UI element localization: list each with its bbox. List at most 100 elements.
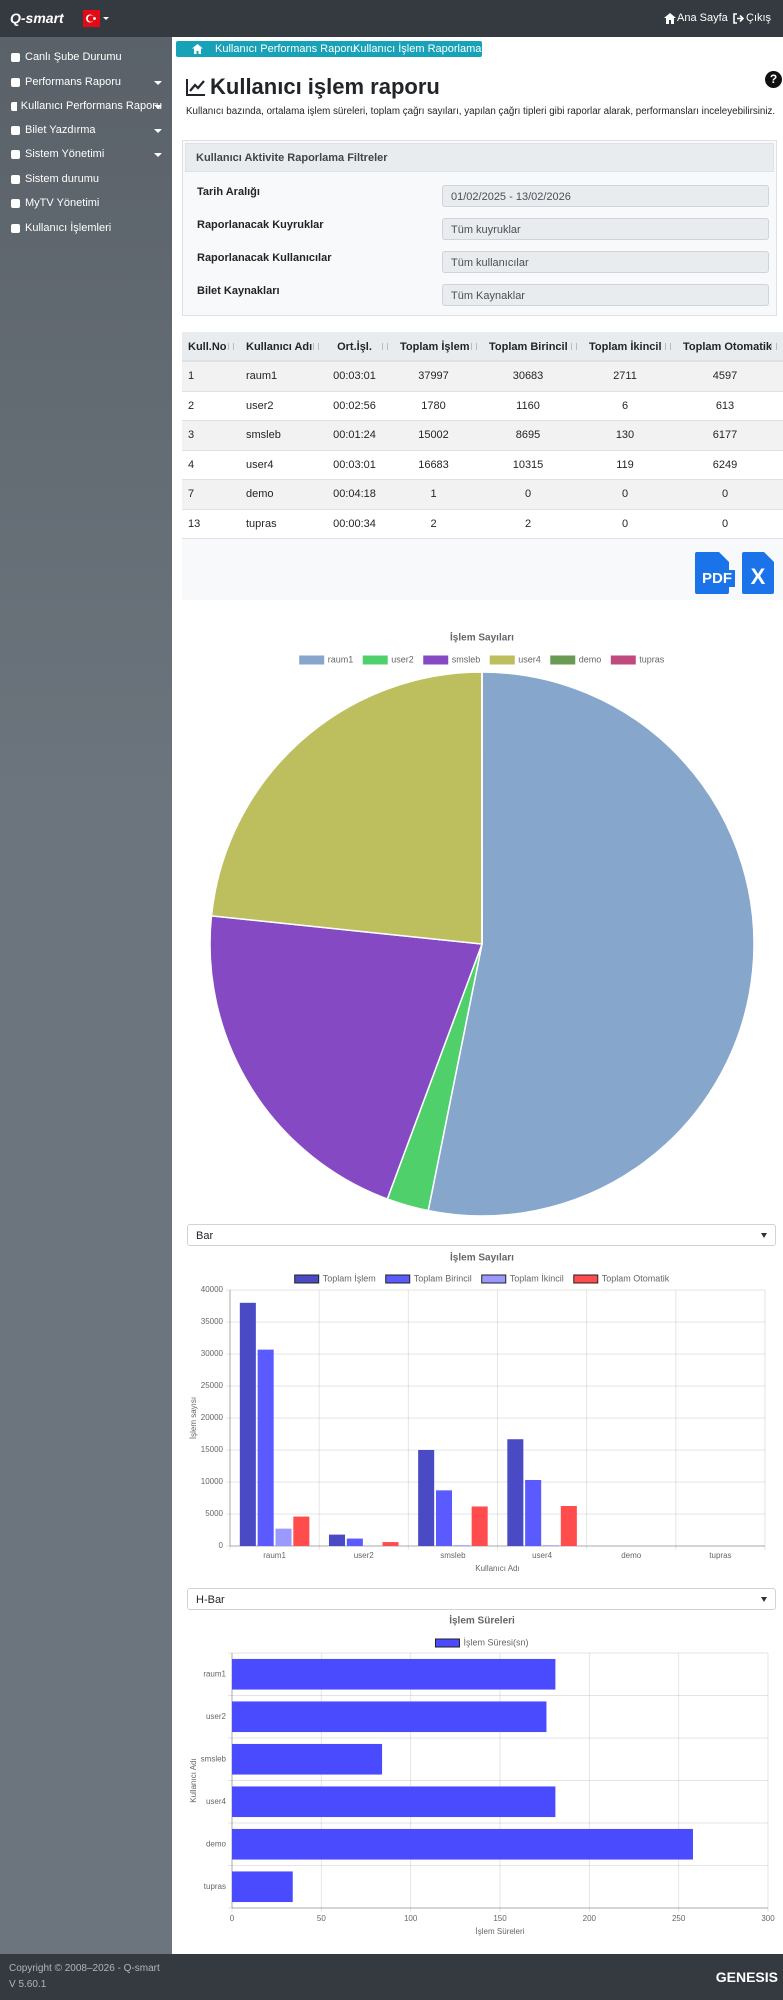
filter-input[interactable]: Tüm kuyruklar xyxy=(442,218,769,240)
y-tick-label: 0 xyxy=(219,1541,224,1550)
bar xyxy=(418,1449,435,1546)
legend-swatch xyxy=(385,1274,411,1284)
sidebar-item[interactable]: Canlı Şube Durumu xyxy=(10,51,162,63)
filter-input[interactable]: 01/02/2025 - 13/02/2026 xyxy=(442,185,769,207)
export-excel[interactable]: X xyxy=(742,552,774,594)
filter-card-title: Kullanıcı Aktivite Raporlama Filtreler xyxy=(196,152,388,164)
y-tick-label: smsleb xyxy=(201,1754,227,1763)
breadcrumb-item[interactable]: Kullanıcı İşlem Raporlama xyxy=(353,43,482,55)
table-cell: 00:03:01 xyxy=(333,370,376,382)
pie-slice xyxy=(386,943,483,1212)
help-button[interactable]: ? xyxy=(765,71,782,88)
legend: Toplam İşlem Toplam Birincil Toplam İkinci… xyxy=(294,1273,670,1284)
bar xyxy=(328,1534,346,1546)
y-tick-label: 25000 xyxy=(201,1381,224,1390)
table-cell: user2 xyxy=(246,399,274,412)
sidebar-label: Sistem Yönetimi xyxy=(25,148,105,160)
legend-label: tupras xyxy=(639,654,665,664)
table-cell: 2 xyxy=(524,517,532,530)
y-tick-label: 10000 xyxy=(201,1477,224,1486)
y-tick-label: user4 xyxy=(206,1797,227,1806)
legend-swatch xyxy=(299,655,325,665)
y-axis-label: Kullanıcı Adı xyxy=(189,1758,198,1802)
table-cell: 8695 xyxy=(515,429,541,441)
column-header[interactable]: Toplam Birincil xyxy=(489,341,568,353)
sidebar-item[interactable]: Kullanıcı İşlemleri xyxy=(10,222,162,234)
page-title: Kullanıcı işlem raporu xyxy=(210,74,440,99)
table-row xyxy=(182,362,783,392)
filter-input[interactable]: Tüm kullanıcılar xyxy=(442,251,769,273)
home-link[interactable]: Ana Sayfa xyxy=(677,12,728,24)
sidebar-item[interactable]: Sistem durumu xyxy=(10,173,162,185)
column-header[interactable]: Ort.İşl. xyxy=(337,341,372,353)
dropdown-caret xyxy=(154,105,162,109)
language-flag[interactable] xyxy=(83,10,109,28)
logout-link[interactable]: Çıkış xyxy=(746,12,772,24)
filter-card-header: Kullanıcı Aktivite Raporlama Filtreler xyxy=(185,143,774,172)
sidebar-item[interactable]: Bilet Yazdırma xyxy=(10,124,162,136)
legend-swatch xyxy=(550,655,576,665)
column-header[interactable]: Toplam Otomatik xyxy=(683,341,773,353)
breadcrumb: Kullanıcı Performans Raporu Kullanıcı İş… xyxy=(176,41,482,57)
brand[interactable]: Q-smart xyxy=(10,10,64,26)
x-tick-label: user2 xyxy=(354,1551,375,1560)
table-cell: raum1 xyxy=(246,370,278,382)
legend-label: raum1 xyxy=(328,654,354,664)
filter-label: Raporlanacak Kuyruklar xyxy=(197,219,324,231)
sidebar-item[interactable]: Kullanıcı Performans Raporu xyxy=(10,100,162,112)
column-header[interactable]: Toplam İkincil xyxy=(589,341,662,353)
bar xyxy=(232,1871,293,1903)
breadcrumb-home-icon[interactable] xyxy=(192,44,203,54)
sidebar-item[interactable]: MyTV Yönetimi xyxy=(10,197,162,209)
sidebar-icon xyxy=(11,149,20,159)
chart-type-select[interactable]: H-Bar xyxy=(187,1588,776,1610)
table-cell: tupras xyxy=(246,517,277,530)
legend-swatch xyxy=(573,1274,599,1284)
table-cell: 10315 xyxy=(512,458,544,471)
x-tick-label: 300 xyxy=(761,1914,775,1923)
x-tick-label: 150 xyxy=(493,1914,507,1923)
navbar: Q-smart Ana Sayfa Çıkış xyxy=(0,0,783,37)
sidebar-label: Kullanıcı İşlemleri xyxy=(25,222,112,234)
version: V 5.60.1 xyxy=(9,1979,47,1990)
column-header[interactable]: Kullanıcı Adı xyxy=(246,341,313,353)
breadcrumb-item[interactable]: Kullanıcı Performans Raporu xyxy=(215,43,357,55)
table-row xyxy=(182,391,783,421)
dropdown-caret xyxy=(154,81,162,85)
x-tick-label: 250 xyxy=(672,1914,686,1923)
sidebar-label: Canlı Şube Durumu xyxy=(25,51,122,63)
sidebar-item[interactable]: Sistem Yönetimi xyxy=(10,148,162,160)
table-cell: user4 xyxy=(246,458,274,471)
y-tick-label: 40000 xyxy=(201,1285,224,1294)
column-header[interactable]: Toplam İşlem xyxy=(400,341,470,353)
table-cell: 00:02:56 xyxy=(333,399,376,412)
bar xyxy=(257,1349,274,1546)
bar xyxy=(232,1786,556,1818)
sort-icon xyxy=(313,343,319,350)
footer: Copyright © 2008–2026 - Q-smart V 5.60.1… xyxy=(0,1954,783,2000)
bar xyxy=(453,1545,470,1546)
filter-label: Tarih Aralığı xyxy=(197,186,260,198)
filter-label: Bilet Kaynakları xyxy=(197,285,280,297)
filter-input[interactable]: Tüm Kaynaklar xyxy=(442,284,769,306)
export-pdf[interactable]: PDF xyxy=(695,552,735,594)
legend-swatch xyxy=(481,1274,507,1284)
x-tick-label: 100 xyxy=(404,1914,418,1923)
chart-type-select[interactable]: Bar xyxy=(187,1224,776,1246)
sort-icon xyxy=(471,343,477,350)
legend-label: İşlem Süresi(sn) xyxy=(463,1637,528,1647)
table-cell: 4 xyxy=(188,458,195,471)
table-cell: 6 xyxy=(621,399,629,412)
legend-swatch xyxy=(489,655,515,665)
y-tick-label: 20000 xyxy=(201,1413,224,1422)
x-tick-label: user4 xyxy=(532,1551,553,1560)
sidebar-item[interactable]: Performans Raporu xyxy=(10,76,162,88)
x-tick-label: demo xyxy=(621,1551,642,1560)
y-tick-label: demo xyxy=(206,1839,227,1848)
sidebar-label: Sistem durumu xyxy=(25,173,99,185)
table-row xyxy=(182,421,783,451)
table-cell: 0 xyxy=(621,517,629,530)
column-header[interactable]: Kull.No xyxy=(188,341,227,353)
filter-label: Raporlanacak Kullanıcılar xyxy=(197,252,332,264)
